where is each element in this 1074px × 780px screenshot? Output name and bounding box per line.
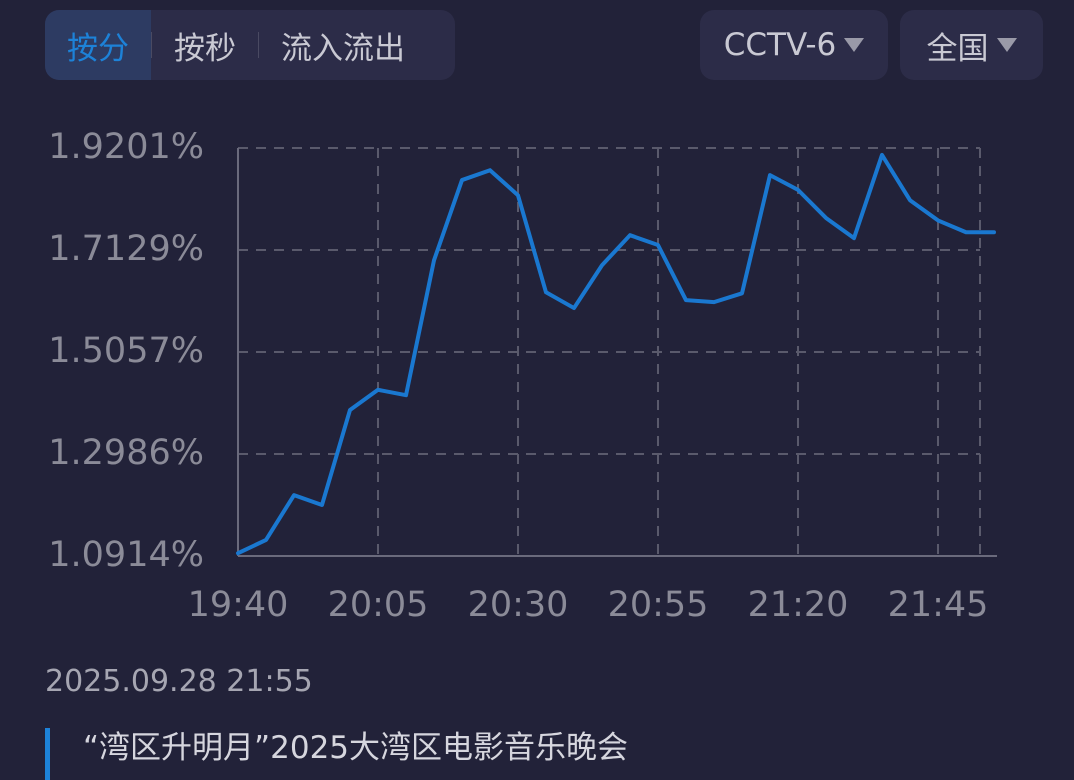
- separator: [151, 32, 152, 58]
- y-tick-label: 1.7129%: [48, 229, 204, 269]
- y-tick-label: 1.9201%: [48, 127, 204, 167]
- y-tick-label: 1.0914%: [48, 535, 204, 575]
- line-series: [236, 152, 996, 556]
- dropdown-label: CCTV-6: [723, 27, 837, 63]
- dropdown-label: 全国: [926, 30, 989, 67]
- dropdown-arrow: [996, 38, 1017, 52]
- chart: 1.0914% 1.2986% 1.5057% 1.7129% 1.9201% 19:40…: [48, 127, 997, 625]
- x-tick-label: 20:55: [608, 585, 709, 625]
- channel-dropdown[interactable]: CCTV-6: [700, 10, 888, 80]
- y-tick-label: 1.2986%: [48, 433, 204, 473]
- x-tick-label: 20:05: [328, 585, 429, 625]
- y-tick-label: 1.5057%: [48, 331, 204, 371]
- dropdown-arrow: [844, 38, 865, 52]
- tab-group: 按分 按秒 流入流出: [45, 10, 455, 80]
- tab[interactable]: 流入流出: [281, 30, 405, 67]
- tab[interactable]: 按秒: [174, 30, 236, 67]
- program-title[interactable]: “湾区升明月”2025大湾区电影音乐晚会: [45, 728, 628, 780]
- x-tick-label: 21:45: [888, 585, 989, 625]
- timestamp: 2025.09.28 21:55: [45, 664, 313, 699]
- x-tick-label: 19:40: [188, 585, 289, 625]
- region-dropdown[interactable]: 全国: [900, 10, 1043, 80]
- x-tick-label: 21:20: [748, 585, 849, 625]
- separator: [258, 32, 259, 58]
- x-tick-label: 20:30: [468, 585, 569, 625]
- tab[interactable]: 按分: [45, 10, 151, 80]
